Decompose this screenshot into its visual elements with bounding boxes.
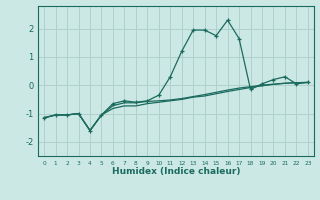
X-axis label: Humidex (Indice chaleur): Humidex (Indice chaleur) xyxy=(112,167,240,176)
